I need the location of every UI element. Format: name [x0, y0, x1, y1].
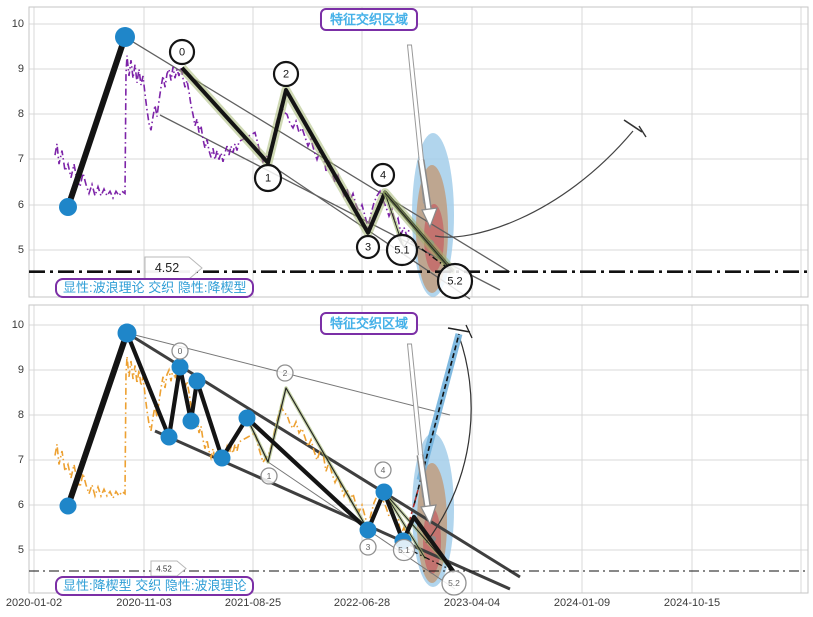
x-tick-2024-01-09: 2024-01-09: [553, 597, 611, 609]
feature-zone-badge-bottom: 特征交织区域: [319, 312, 419, 335]
y-tick-bottom-6: 6: [17, 499, 24, 511]
wave-circle-5.1: [385, 233, 419, 267]
svg-text:0: 0: [179, 46, 185, 58]
wave-label-circles-bottom: 0 1 2 3 4 5.1 5.2: [171, 342, 467, 596]
y-tick-top-7: 7: [17, 153, 24, 165]
wave-label-circles-top: 0 1 2 3 4 5.1 5.2: [168, 38, 474, 300]
threshold-label-bottom: 4.52: [156, 564, 172, 573]
y-tick-top-8: 8: [17, 108, 24, 120]
x-tick-2023-04-04: 2023-04-04: [443, 597, 501, 609]
wave-circle-0: [171, 342, 189, 360]
svg-text:1: 1: [265, 172, 271, 184]
y-tick-top-10: 10: [11, 18, 24, 30]
pivot-dot: [117, 323, 137, 343]
pivot-dot: [171, 358, 189, 376]
wave-circle-4: [374, 461, 392, 479]
wave-circle-5.2: [441, 570, 467, 596]
feature-zone-badge-top: 特征交织区域: [319, 8, 419, 31]
impulse-line-bottom: [65, 330, 130, 509]
svg-text:2: 2: [283, 368, 288, 378]
svg-text:0: 0: [178, 346, 183, 356]
svg-text:4: 4: [380, 169, 386, 181]
pivot-dot: [182, 412, 200, 430]
svg-text:3: 3: [366, 542, 371, 552]
panel-top: 0 1 2 3 4 5.1 5.2: [28, 6, 809, 300]
panel-bottom: 0 1 2 3 4 5.1 5.2: [28, 304, 809, 596]
wave-circle-3: [359, 538, 377, 556]
legend-box-top: 显性:波浪理论 交织 隐性:降楔型: [55, 278, 255, 298]
wave-circle-1: [260, 467, 278, 485]
y-tick-bottom-7: 7: [17, 454, 24, 466]
pivot-dot: [188, 372, 206, 390]
pivot-dot: [375, 483, 393, 501]
pivot-dot: [59, 497, 77, 515]
x-tick-2024-10-15: 2024-10-15: [663, 597, 721, 609]
svg-text:5.2: 5.2: [447, 275, 462, 287]
wave-circle-1: [253, 163, 283, 193]
legend-box-bottom: 显性:降楔型 交织 隐性:波浪理论: [55, 576, 255, 596]
impulse-line-top: [65, 34, 128, 210]
svg-text:5.2: 5.2: [448, 578, 460, 588]
wave-circle-4: [370, 162, 396, 188]
x-tick-2020-11-03: 2020-11-03: [116, 597, 172, 609]
x-tick-2022-06-28: 2022-06-28: [333, 597, 391, 609]
svg-text:3: 3: [365, 241, 371, 253]
wave-circle-2: [276, 364, 294, 382]
pivot-dot: [59, 198, 77, 216]
wave-circle-3: [355, 234, 381, 260]
pivot-dot: [359, 521, 377, 539]
wave-circle-5.1: [392, 538, 416, 562]
x-tick-2021-08-25: 2021-08-25: [224, 597, 282, 609]
x-tick-2020-01-02: 2020-01-02: [5, 597, 63, 609]
y-tick-bottom-8: 8: [17, 409, 24, 421]
svg-text:2: 2: [283, 68, 289, 80]
y-tick-top-6: 6: [17, 199, 24, 211]
y-tick-top-5: 5: [17, 244, 24, 256]
pivot-dot: [213, 449, 231, 467]
y-tick-bottom-9: 9: [17, 364, 24, 376]
threshold-label-top: 4.52: [154, 261, 180, 275]
wave-circle-5.2: [436, 262, 474, 300]
wave-circle-0: [168, 38, 196, 66]
price-line-top: [54, 55, 410, 240]
y-tick-bottom-5: 5: [17, 544, 24, 556]
svg-text:5.1: 5.1: [394, 244, 409, 256]
pivot-dots-top: [59, 27, 135, 216]
wave-circle-2: [272, 60, 300, 88]
svg-text:4: 4: [381, 465, 386, 475]
svg-text:1: 1: [267, 471, 272, 481]
pivot-dot: [238, 409, 256, 427]
pivot-dot: [160, 428, 178, 446]
svg-text:5.1: 5.1: [398, 545, 410, 555]
pivot-dot: [115, 27, 135, 47]
y-tick-bottom-10: 10: [11, 319, 24, 331]
y-tick-top-9: 9: [17, 63, 24, 75]
